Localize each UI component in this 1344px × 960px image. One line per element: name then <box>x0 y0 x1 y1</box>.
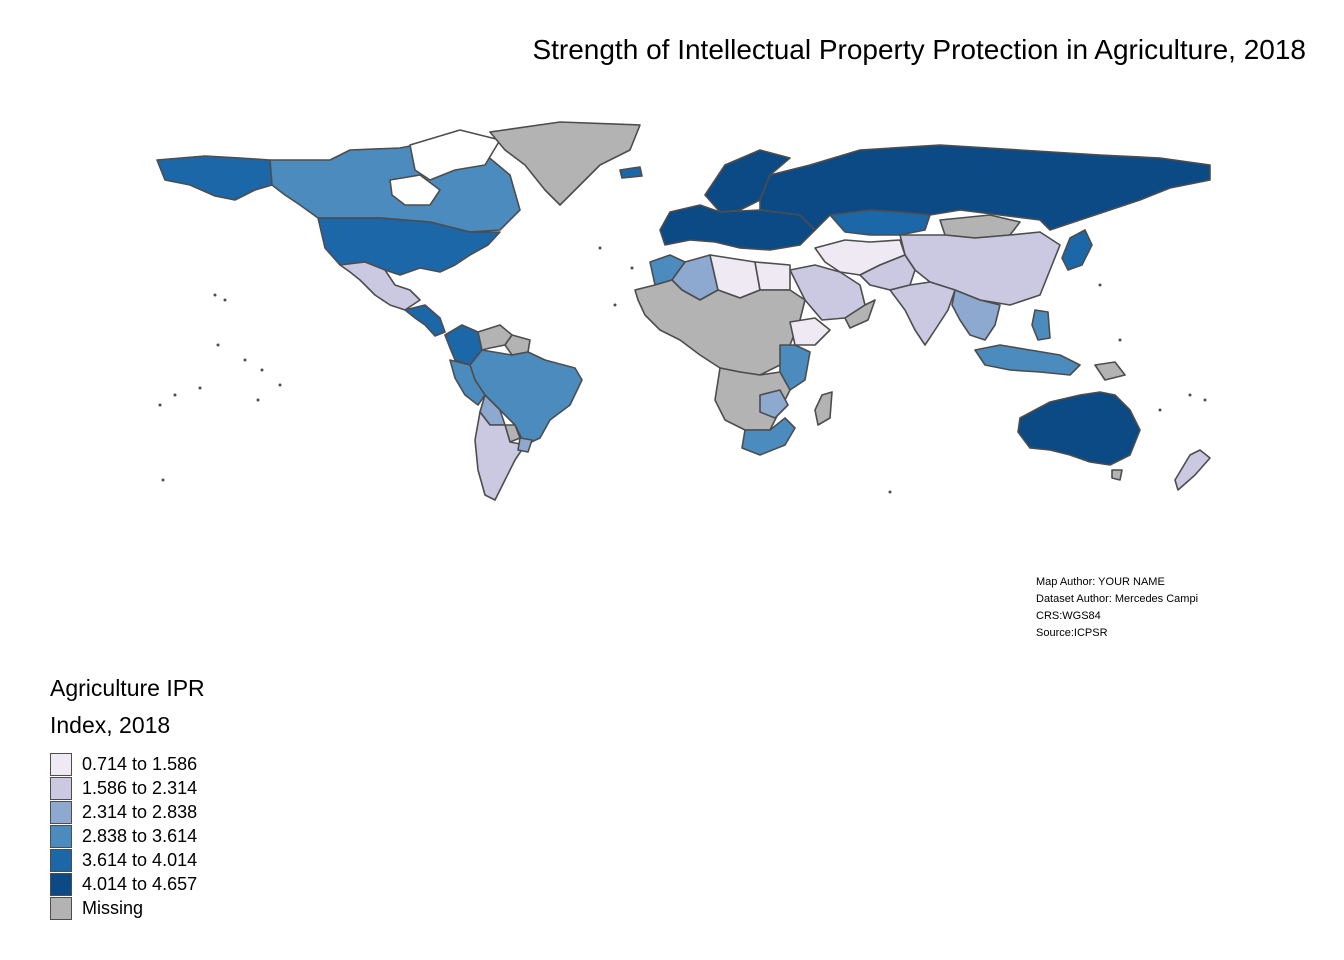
region-india <box>889 281 956 346</box>
region-tasmania <box>1111 469 1123 481</box>
region-south-africa <box>741 417 796 456</box>
legend-label: 4.014 to 4.657 <box>82 873 198 894</box>
legend-item: 0.714 to 1.586 <box>50 752 290 776</box>
region-iceland <box>619 166 643 179</box>
region-western-europe <box>659 204 816 251</box>
region-guianas <box>504 334 531 356</box>
legend-label: Missing <box>82 897 144 918</box>
credit-dataset-author: Dataset Author: Mercedes Campi <box>1036 593 1199 605</box>
legend-item: 4.014 to 4.657 <box>50 872 290 896</box>
legend-items: 0.714 to 1.586 1.586 to 2.314 2.314 to 2.8… <box>50 752 290 920</box>
region-ethiopia <box>789 317 831 346</box>
region-kazakhstan <box>829 209 931 236</box>
region-mexico <box>339 261 421 311</box>
legend-title-line1: Agriculture IPR <box>50 675 205 701</box>
credit-map-author: Map Author: YOUR NAME <box>1036 576 1165 588</box>
legend-title: Agriculture IPR Index, 2018 <box>50 670 290 744</box>
legend-swatch <box>50 800 72 824</box>
credit-crs: CRS:WGS84 <box>1036 610 1101 622</box>
legend-swatch <box>50 872 72 896</box>
region-philippines <box>1031 309 1051 341</box>
hudson-bay <box>389 174 441 206</box>
legend-item: 2.314 to 2.838 <box>50 800 290 824</box>
legend-label: 0.714 to 1.586 <box>82 753 198 774</box>
legend-swatch <box>50 824 72 848</box>
region-australia <box>1017 391 1141 466</box>
region-madagascar <box>814 391 833 426</box>
region-alaska <box>156 155 273 201</box>
legend-label: 3.614 to 4.014 <box>82 849 198 870</box>
region-greenland <box>489 121 641 206</box>
legend-title-line2: Index, 2018 <box>50 712 171 738</box>
region-china <box>899 231 1061 306</box>
region-russia <box>759 144 1211 231</box>
region-arctic-islands <box>409 129 501 181</box>
map-title: Strength of Intellectual Property Protec… <box>532 34 1306 65</box>
legend-swatch <box>50 848 72 872</box>
region-southeast-asia <box>951 289 1001 341</box>
region-argentina <box>474 411 526 501</box>
legend-label: 2.838 to 3.614 <box>82 825 198 846</box>
legend-swatch <box>50 896 72 920</box>
region-peru <box>449 359 486 406</box>
region-indonesia <box>974 344 1081 376</box>
legend-label: 2.314 to 2.838 <box>82 801 198 822</box>
legend-swatch <box>50 776 72 800</box>
legend-swatch <box>50 752 72 776</box>
region-egypt <box>754 261 791 291</box>
legend-item: 1.586 to 2.314 <box>50 776 290 800</box>
region-iran <box>859 254 916 291</box>
map-credits: Map Author: YOUR NAME Dataset Author: Me… <box>1036 574 1198 642</box>
legend-item: 3.614 to 4.014 <box>50 848 290 872</box>
region-japan <box>1061 229 1093 271</box>
legend-label: 1.586 to 2.314 <box>82 777 198 798</box>
region-zimbabwe <box>759 389 789 419</box>
legend-item: Missing <box>50 896 290 920</box>
region-central-america <box>404 304 446 337</box>
credit-source: Source:ICPSR <box>1036 627 1108 639</box>
region-new-zealand <box>1174 449 1211 491</box>
small-islands <box>158 246 1207 494</box>
region-uruguay <box>517 437 533 453</box>
region-png <box>1094 361 1126 381</box>
region-oman <box>844 299 876 329</box>
legend-item: 2.838 to 3.614 <box>50 824 290 848</box>
map-legend: Agriculture IPR Index, 2018 0.714 to 1.5… <box>50 670 290 920</box>
